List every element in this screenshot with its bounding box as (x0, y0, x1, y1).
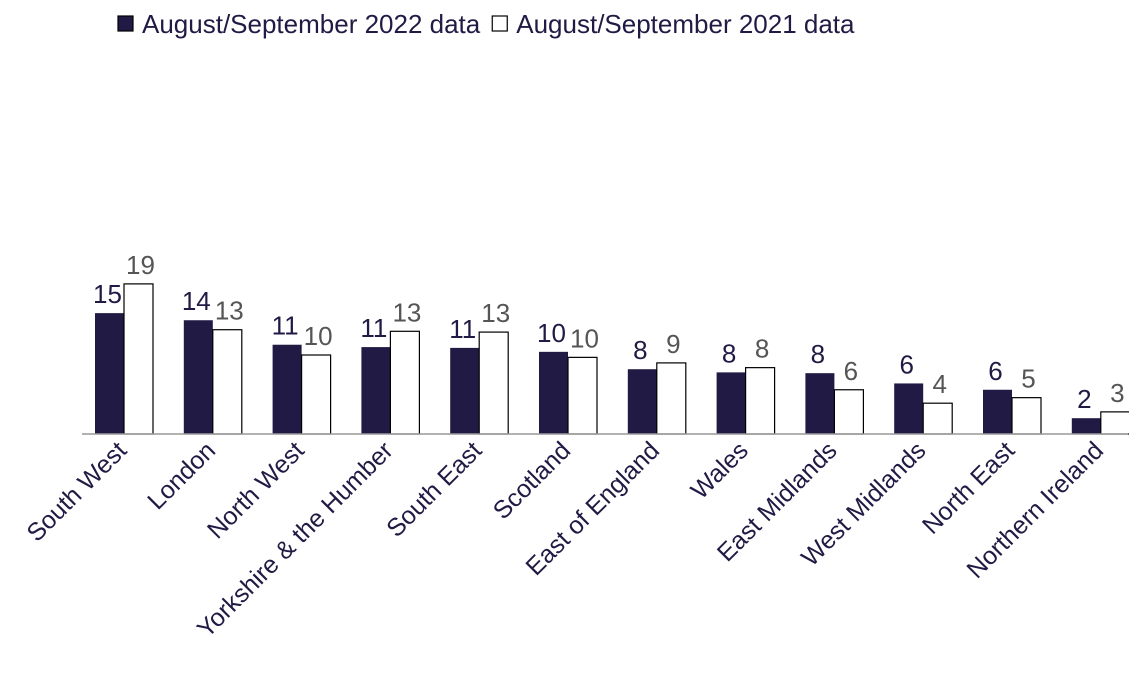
bar (478, 331, 509, 435)
bar (212, 329, 243, 435)
bar (450, 347, 480, 434)
legend-marker (117, 15, 134, 32)
data-label: 6 (988, 356, 1002, 386)
data-label: 8 (722, 338, 736, 368)
x-tick-label: South East (381, 436, 487, 542)
x-tick-label: Scotland (488, 436, 577, 525)
legend-marker (491, 15, 508, 32)
bar (567, 356, 598, 435)
legend-label: August/September 2021 data (516, 9, 855, 39)
data-label: 11 (360, 313, 387, 343)
bar (301, 354, 332, 435)
data-label: 14 (182, 286, 211, 316)
bar (716, 372, 746, 434)
x-tick-label: London (142, 436, 221, 515)
bar (183, 320, 213, 434)
bar (1071, 418, 1101, 434)
bar (361, 347, 391, 434)
bar (95, 313, 124, 434)
bar (922, 402, 953, 435)
data-label: 8 (633, 335, 647, 365)
data-label: 13 (215, 296, 244, 326)
data-label: 13 (481, 298, 510, 328)
data-label: 5 (1021, 364, 1035, 394)
data-label: 10 (570, 323, 599, 353)
bar (1011, 397, 1042, 435)
bar (627, 369, 657, 434)
data-label: 6 (899, 349, 913, 379)
x-tick-label: Wales (686, 436, 754, 504)
data-label: 8 (755, 334, 769, 364)
data-label: 11 (449, 314, 476, 344)
bar (1100, 411, 1129, 435)
data-label: 10 (304, 321, 333, 351)
bar (272, 344, 302, 434)
data-label: 10 (537, 318, 566, 348)
data-label: 4 (932, 369, 946, 399)
data-label: 11 (272, 311, 299, 341)
data-label: 8 (811, 339, 825, 369)
bar (539, 351, 568, 434)
bar (833, 389, 865, 435)
bar (656, 362, 687, 435)
x-tick-label: South West (21, 436, 132, 547)
data-label: 2 (1077, 384, 1091, 414)
data-label: 19 (126, 250, 155, 280)
bar (983, 389, 1012, 434)
data-label: 3 (1110, 378, 1124, 408)
bar (805, 373, 835, 434)
bar (894, 383, 924, 434)
data-label: 9 (666, 329, 680, 359)
bar (744, 367, 776, 435)
legend-label: August/September 2022 data (142, 9, 481, 39)
bar (389, 330, 420, 435)
data-label: 15 (93, 279, 122, 309)
bar (123, 283, 154, 435)
data-label: 6 (844, 356, 858, 386)
data-label: 13 (392, 297, 421, 327)
